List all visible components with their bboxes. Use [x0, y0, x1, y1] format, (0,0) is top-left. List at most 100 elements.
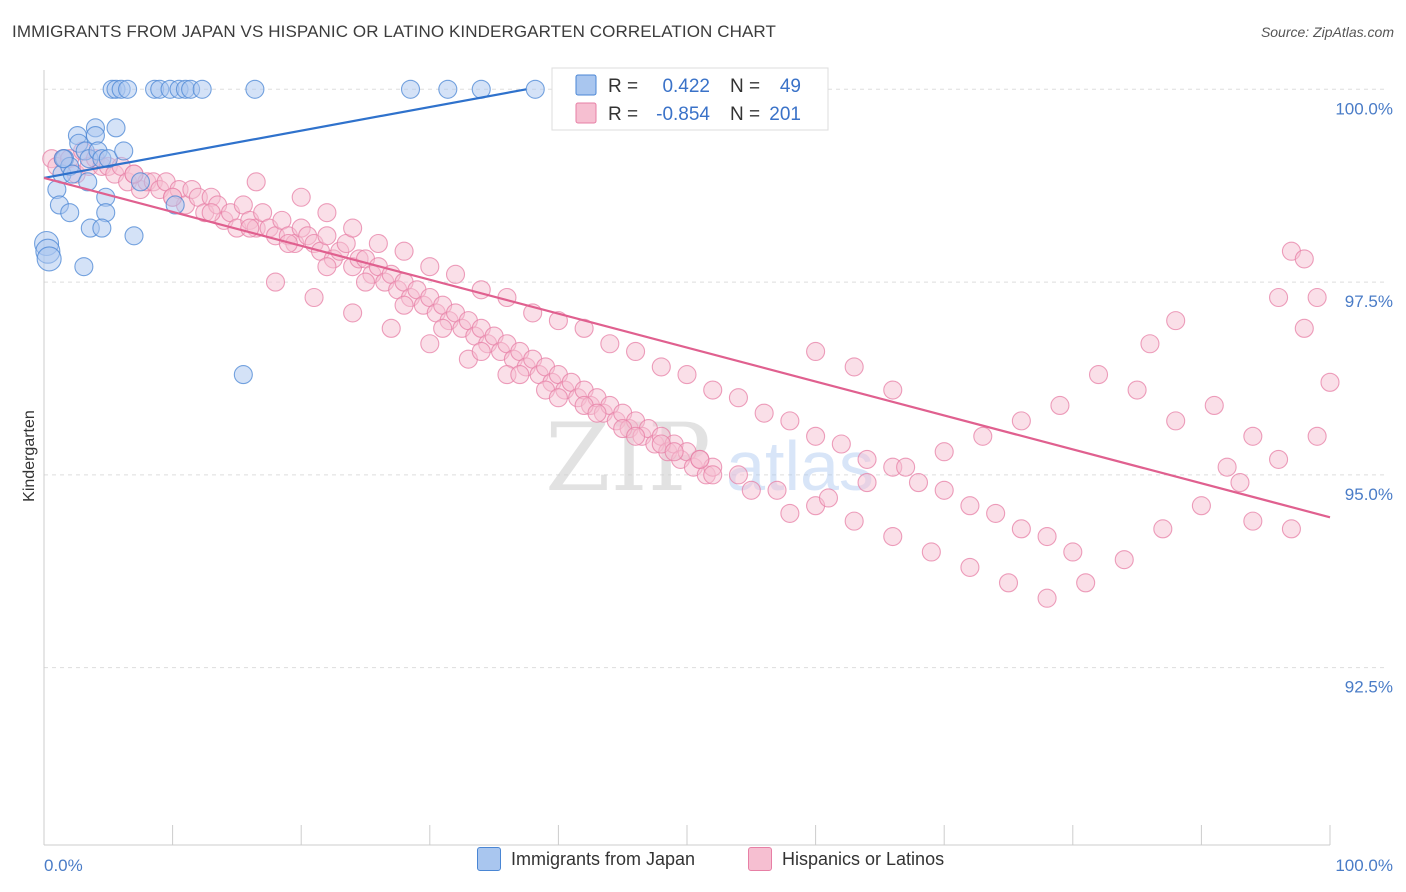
- point-hispanic: [677, 365, 697, 385]
- stats-n-value-japan: 49: [780, 76, 801, 97]
- point-hispanic: [1063, 542, 1083, 562]
- stats-n-label-japan: N =: [730, 76, 760, 97]
- point-hispanic: [201, 203, 221, 223]
- point-hispanic: [1307, 426, 1327, 446]
- point-hispanic: [844, 511, 864, 531]
- legend-item-hispanic: Hispanics or Latinos: [748, 847, 944, 871]
- source-label: Source: ZipAtlas.com: [1260, 24, 1394, 40]
- stats-r-label-hispanic: R =: [608, 104, 638, 125]
- point-hispanic: [1011, 411, 1031, 431]
- point-hispanic: [703, 465, 723, 485]
- point-hispanic: [767, 480, 787, 500]
- point-japan: [233, 365, 253, 385]
- point-japan: [165, 195, 185, 215]
- point-hispanic: [806, 426, 826, 446]
- x-tick-label: 100.0%: [1335, 856, 1393, 875]
- trend-lines: [43, 88, 1331, 519]
- point-hispanic: [857, 449, 877, 469]
- point-japan: [114, 141, 134, 161]
- point-japan: [525, 79, 545, 99]
- y-tick-label: 97.5%: [1345, 292, 1393, 311]
- point-hispanic: [651, 357, 671, 377]
- point-hispanic: [1204, 395, 1224, 415]
- point-hispanic: [1166, 311, 1186, 331]
- point-hispanic: [317, 203, 337, 223]
- point-japan: [192, 79, 212, 99]
- point-japan: [106, 118, 126, 138]
- point-hispanic: [548, 311, 568, 331]
- point-hispanic: [1294, 249, 1314, 269]
- point-hispanic: [998, 573, 1019, 593]
- point-hispanic: [368, 233, 388, 254]
- point-japan: [78, 172, 98, 192]
- legend-label-hispanic: Hispanics or Latinos: [782, 848, 945, 869]
- point-hispanic: [1088, 365, 1109, 385]
- legend-item-japan: Immigrants from Japan: [477, 847, 695, 871]
- point-hispanic: [844, 357, 864, 377]
- point-hispanic: [600, 334, 620, 354]
- point-hispanic: [896, 457, 916, 477]
- y-tick-label: 100.0%: [1335, 99, 1393, 118]
- point-hispanic: [510, 365, 530, 385]
- point-hispanic: [664, 442, 684, 462]
- chart-title: IMMIGRANTS FROM JAPAN VS HISPANIC OR LAT…: [12, 22, 776, 41]
- point-hispanic: [703, 380, 723, 400]
- point-japan: [53, 149, 73, 169]
- point-hispanic: [1269, 449, 1289, 469]
- point-hispanic: [548, 388, 568, 408]
- point-japan: [92, 218, 112, 238]
- point-hispanic: [1114, 550, 1134, 570]
- axes: 100.0% 97.5% 95.0% 92.5% 0.0% 100.0%: [43, 70, 1393, 875]
- legend-label-japan: Immigrants from Japan: [511, 848, 696, 869]
- legend-swatch-japan: [477, 847, 501, 871]
- x-tick-label: 0.0%: [44, 856, 83, 875]
- point-hispanic: [986, 503, 1006, 523]
- y-tick-label: 92.5%: [1345, 678, 1393, 697]
- point-japan: [438, 79, 458, 99]
- point-hispanic: [1307, 287, 1327, 308]
- point-hispanic: [626, 341, 646, 362]
- stats-swatch-japan: [575, 74, 597, 96]
- point-japan: [60, 203, 80, 223]
- point-hispanic: [780, 503, 800, 523]
- point-hispanic: [420, 257, 440, 277]
- point-hispanic: [343, 303, 363, 323]
- point-japan: [36, 246, 62, 272]
- point-hispanic: [1191, 496, 1211, 516]
- stats-r-value-hispanic: -0.854: [656, 104, 710, 125]
- point-hispanic: [728, 388, 748, 408]
- point-hispanic: [908, 473, 929, 493]
- stats-legend-box: R = 0.422 N = 49 R = -0.854 N = 201: [551, 67, 829, 131]
- point-hispanic: [831, 434, 851, 454]
- point-hispanic: [934, 480, 954, 500]
- point-hispanic: [1140, 334, 1160, 354]
- point-hispanic: [626, 426, 646, 446]
- point-japan: [245, 79, 265, 99]
- point-hispanic: [960, 496, 980, 516]
- point-hispanic: [780, 411, 800, 431]
- point-hispanic: [291, 187, 311, 207]
- point-hispanic: [265, 272, 286, 292]
- point-hispanic: [806, 341, 826, 362]
- point-hispanic: [883, 526, 903, 547]
- point-japan: [400, 79, 421, 99]
- point-hispanic: [728, 465, 748, 485]
- point-hispanic: [1050, 395, 1070, 415]
- point-hispanic: [1166, 411, 1186, 431]
- point-hispanic: [381, 318, 401, 338]
- data-points: [34, 79, 1340, 608]
- point-hispanic: [754, 403, 774, 423]
- point-hispanic: [394, 241, 414, 261]
- point-hispanic: [818, 488, 839, 508]
- point-hispanic: [1076, 573, 1096, 593]
- point-hispanic: [394, 295, 414, 315]
- trend-line-japan: [43, 88, 527, 180]
- stats-n-label-hispanic: N =: [730, 104, 760, 125]
- point-hispanic: [883, 380, 903, 400]
- point-hispanic: [1127, 380, 1147, 400]
- stats-swatch-hispanic: [575, 102, 597, 124]
- point-japan: [118, 79, 138, 99]
- point-hispanic: [857, 473, 877, 493]
- point-hispanic: [1153, 519, 1173, 539]
